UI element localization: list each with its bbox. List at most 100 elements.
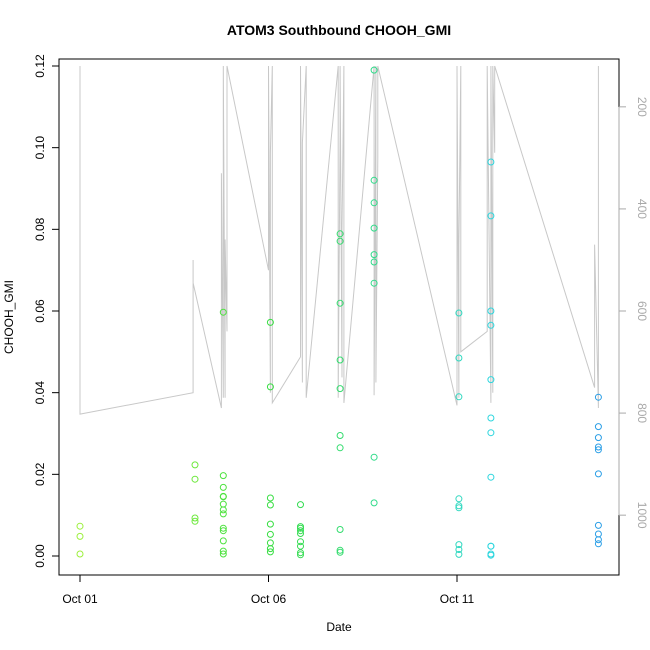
data-point [266,501,274,509]
data-point [266,520,274,528]
data-point [266,530,274,538]
secondary-y-tick-label: 600 [635,301,649,321]
secondary-y-tick-label: 800 [635,403,649,423]
y-axis: 0.00 0.02 0.04 0.06 0.08 0.10 0.12 [33,54,60,568]
data-point [336,230,344,238]
data-point [594,446,602,454]
data-point [594,540,602,548]
data-point [336,444,344,452]
data-point [370,199,378,207]
x-tick-label: Oct 11 [440,592,475,606]
x-axis: Oct 01 Oct 06 Oct 11 [62,574,475,606]
data-point [336,356,344,364]
data-point [370,258,378,266]
data-point [266,545,274,553]
secondary-y-tick-label: 400 [635,199,649,219]
data-point [297,538,304,546]
data-point [219,510,227,518]
data-point [455,393,463,401]
data-point [219,493,227,501]
data-point [336,548,344,556]
data-point [76,522,84,530]
data-point [594,536,602,544]
data-point [594,423,602,431]
data-point [487,376,495,384]
y-tick-label: 0.00 [33,544,47,568]
data-point [266,548,274,556]
data-point [297,530,304,537]
x-axis-label: Date [326,620,352,634]
data-point [487,429,495,437]
secondary-y-axis: 200 400 600 800 1000 [618,97,649,529]
data-point [219,483,227,491]
data-point [455,495,463,503]
data-point [297,542,304,550]
data-point [219,308,227,316]
x-tick-label: Oct 01 [62,592,98,606]
data-point [219,527,227,535]
y-tick-label: 0.02 [33,462,47,486]
data-point [336,546,344,554]
data-point [336,385,344,393]
data-point [487,321,495,329]
data-point [219,537,227,545]
data-point [219,547,227,555]
data-point [297,551,304,559]
data-point [219,506,227,514]
data-point [191,517,199,525]
data-point [594,470,602,478]
pressure-line-layer [79,65,599,415]
data-point [594,443,602,451]
data-point [266,383,274,391]
data-point [455,309,463,317]
data-point [297,501,304,509]
y-tick-label: 0.06 [33,299,47,323]
data-point [297,524,304,532]
data-point [455,354,463,362]
data-point [455,550,463,558]
data-point [594,530,602,538]
data-point [370,499,378,507]
data-point [455,546,463,553]
pressure-line [79,65,599,415]
data-point [370,251,378,259]
y-tick-label: 0.04 [33,381,47,405]
data-point [370,453,378,461]
points-layer [76,66,602,559]
data-point [266,494,274,502]
y-tick-label: 0.08 [33,217,47,241]
data-point [219,472,227,480]
data-point [191,475,199,483]
secondary-y-tick-label: 200 [635,97,649,117]
data-point [219,500,227,508]
data-point [487,307,495,315]
data-point [487,551,495,559]
data-point [219,524,227,532]
data-point [266,539,274,547]
data-point [76,550,84,558]
data-point [191,514,199,522]
data-point [594,393,602,401]
secondary-y-tick-label: 1000 [635,502,649,529]
data-point [370,66,378,74]
chart-title: ATOM3 Southbound CHOOH_GMI [227,22,451,38]
data-point [266,318,274,326]
data-point [370,176,378,184]
x-tick-label: Oct 06 [251,592,287,606]
data-point [219,550,227,558]
y-tick-label: 0.12 [33,54,47,78]
data-point [487,542,495,550]
data-point [191,461,199,469]
data-point [370,279,378,287]
data-point [76,532,84,540]
y-axis-label: CHOOH_GMI [2,280,16,354]
data-point [487,414,495,422]
data-point [370,224,378,232]
data-point [455,504,463,512]
data-point [336,237,344,245]
data-point [487,158,495,166]
data-point [336,299,344,307]
data-point [455,541,463,549]
data-point [297,527,304,535]
